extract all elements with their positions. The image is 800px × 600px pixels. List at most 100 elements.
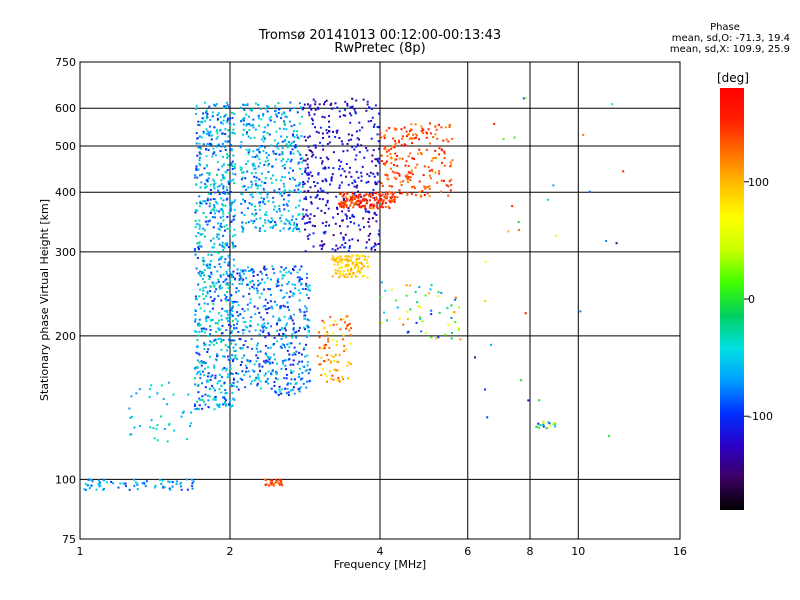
data-point xyxy=(243,108,246,111)
data-point xyxy=(396,155,399,157)
data-point xyxy=(264,219,267,222)
data-point xyxy=(234,233,237,236)
data-point xyxy=(437,123,440,126)
data-point xyxy=(353,193,356,196)
data-point xyxy=(615,242,618,245)
data-point xyxy=(241,347,244,350)
data-point xyxy=(293,378,296,381)
data-point xyxy=(354,195,356,198)
data-point xyxy=(168,423,171,426)
data-point xyxy=(209,340,212,343)
data-point xyxy=(401,192,403,195)
data-point xyxy=(280,135,283,138)
data-point xyxy=(265,211,268,214)
data-point xyxy=(357,200,360,202)
data-point xyxy=(314,144,317,147)
data-point xyxy=(263,322,266,325)
data-point xyxy=(298,299,301,302)
data-point xyxy=(241,185,244,188)
data-point xyxy=(325,156,328,159)
data-point xyxy=(276,378,279,381)
data-point xyxy=(266,105,269,108)
data-point xyxy=(200,272,203,275)
data-point xyxy=(214,212,216,215)
data-point xyxy=(288,358,291,360)
data-point xyxy=(266,307,269,310)
data-point xyxy=(292,359,295,362)
data-point xyxy=(222,234,225,237)
data-point xyxy=(231,276,233,279)
data-point xyxy=(338,353,341,356)
data-point xyxy=(320,240,323,243)
data-point xyxy=(351,254,354,257)
data-point xyxy=(315,130,318,133)
y-tick-label: 400 xyxy=(55,186,76,199)
data-point xyxy=(206,180,209,183)
data-point xyxy=(227,274,230,277)
data-point xyxy=(210,319,213,322)
data-point xyxy=(220,338,222,341)
data-point xyxy=(362,98,365,101)
data-point xyxy=(232,339,235,342)
data-point xyxy=(414,123,417,126)
data-point xyxy=(307,189,310,192)
data-point xyxy=(225,198,228,201)
data-point xyxy=(605,240,608,242)
data-point xyxy=(271,479,274,482)
data-point xyxy=(206,130,209,133)
data-point xyxy=(338,110,341,113)
data-point xyxy=(426,192,429,195)
data-point xyxy=(239,106,242,109)
data-point xyxy=(250,108,253,111)
data-point xyxy=(394,142,397,145)
data-point xyxy=(334,368,337,371)
data-point xyxy=(283,140,286,143)
data-point xyxy=(215,145,218,148)
data-point xyxy=(474,356,476,359)
data-point xyxy=(347,249,350,252)
data-point xyxy=(302,365,305,368)
data-point xyxy=(363,265,366,267)
data-point xyxy=(284,346,286,349)
data-point xyxy=(271,226,274,229)
data-point xyxy=(217,278,220,281)
data-point xyxy=(311,224,314,227)
data-point xyxy=(339,205,341,208)
data-point xyxy=(281,147,284,150)
data-point xyxy=(348,199,351,202)
data-point xyxy=(228,284,230,287)
data-point xyxy=(224,310,227,313)
data-point xyxy=(327,358,330,361)
data-point xyxy=(199,323,202,326)
data-point xyxy=(227,254,230,257)
data-point xyxy=(210,138,213,141)
data-point xyxy=(280,338,283,340)
data-point xyxy=(582,133,585,136)
data-point xyxy=(267,382,269,385)
data-point xyxy=(252,222,255,224)
data-point xyxy=(293,283,296,286)
data-point xyxy=(353,179,356,182)
data-point xyxy=(247,221,250,224)
data-point xyxy=(358,195,361,198)
data-point xyxy=(284,305,287,308)
data-point xyxy=(393,144,396,147)
data-point xyxy=(289,143,292,146)
data-point xyxy=(202,200,205,203)
data-point xyxy=(354,111,357,113)
data-point xyxy=(335,195,338,198)
data-point xyxy=(336,269,339,272)
data-point xyxy=(403,143,406,146)
data-point xyxy=(310,155,313,158)
data-point xyxy=(350,267,353,270)
data-point xyxy=(316,194,319,196)
data-point xyxy=(282,227,285,230)
data-point xyxy=(283,295,286,298)
data-point xyxy=(233,378,235,381)
data-point xyxy=(176,480,178,483)
data-point xyxy=(220,376,223,379)
data-point xyxy=(202,271,205,274)
data-point xyxy=(285,203,288,206)
data-point xyxy=(230,372,233,375)
data-point xyxy=(331,173,334,176)
